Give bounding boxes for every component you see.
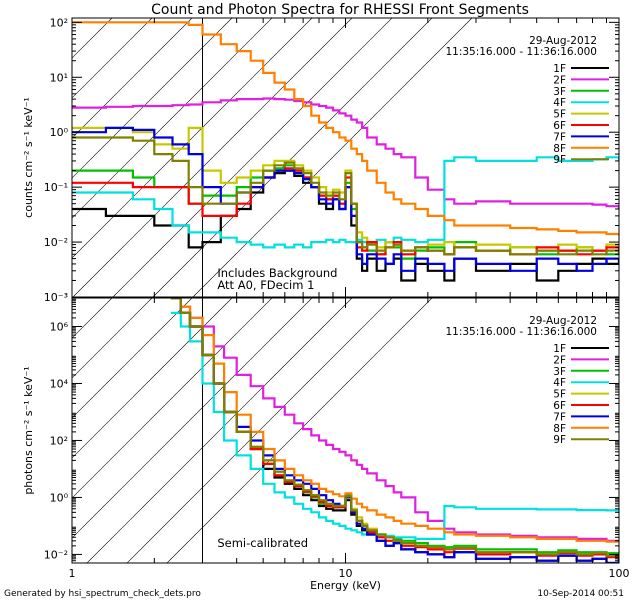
- legend-label-7F: 7F: [553, 411, 566, 423]
- footer-timestamp: 10-Sep-2014 00:51: [537, 589, 624, 599]
- series-line-9F: [170, 298, 619, 557]
- y-tick-label: 10⁻²: [44, 548, 68, 561]
- footer-generated-by: Generated by hsi_spectrum_check_dets.pro: [4, 589, 201, 599]
- hatch-line: [86, 298, 353, 563]
- hatch-region: [72, 18, 473, 297]
- hatch-line: [72, 298, 113, 339]
- series-line-5F: [72, 126, 619, 252]
- hatch-line: [72, 18, 193, 139]
- legend-label-3F: 3F: [553, 366, 566, 378]
- legend-label-5F: 5F: [553, 389, 566, 401]
- hatch-line: [72, 298, 233, 459]
- legend-label-8F: 8F: [553, 423, 566, 435]
- hatch-line: [72, 298, 73, 299]
- series-line-9F: [72, 136, 619, 256]
- y-tick-label: 10⁻¹: [44, 181, 68, 194]
- x-tick-label: 1: [69, 567, 76, 580]
- series-line-8F: [72, 21, 619, 236]
- time-range-label: 11:35:16.000 - 11:36:16.000: [445, 46, 597, 58]
- y-tick-label: 10⁴: [50, 377, 69, 390]
- series-line-2F: [170, 298, 619, 542]
- hatch-line: [72, 298, 193, 419]
- y-tick-label: 10¹: [50, 71, 68, 84]
- y-tick-label: 10⁰: [50, 491, 69, 504]
- legend-label-2F: 2F: [553, 354, 566, 366]
- y-tick-label: 10²: [50, 16, 68, 29]
- date-label: 29-Aug-2012: [529, 315, 597, 327]
- annotation-text: Att A0, FDecim 1: [217, 278, 314, 292]
- legend-label-8F: 8F: [553, 143, 566, 155]
- series-line-2F: [72, 97, 619, 209]
- legend-label-1F: 1F: [553, 343, 566, 355]
- figure-title: Count and Photon Spectra for RHESSI Fron…: [151, 2, 529, 18]
- x-axis-label: Energy (keV): [310, 579, 381, 592]
- y-tick-label: 10⁰: [50, 126, 69, 139]
- series-line-4F: [170, 311, 619, 540]
- y-tick-label: 10⁻³: [44, 291, 68, 304]
- y-tick-label: 10⁻²: [44, 236, 68, 249]
- series-line-4F: [72, 156, 619, 249]
- hatch-line: [192, 18, 473, 297]
- series-line-8F: [170, 298, 619, 543]
- hatch-line: [166, 298, 433, 563]
- legend-label-5F: 5F: [553, 109, 566, 121]
- y-axis-label: photons cm⁻² s⁻¹ keV⁻¹: [22, 366, 35, 494]
- legend-label-4F: 4F: [553, 377, 566, 389]
- hatch-line: [72, 18, 153, 99]
- series-line-7F: [72, 126, 619, 272]
- hatch-line: [72, 298, 273, 499]
- hatch-region: [72, 298, 433, 563]
- legend-label-4F: 4F: [553, 97, 566, 109]
- hatch-line: [72, 18, 113, 59]
- hatch-line: [152, 18, 433, 297]
- y-tick-label: 10⁶: [50, 320, 69, 333]
- counts-panel: 10⁻³ 10⁻² 10⁻¹ 10⁰ 10¹ 10² counts cm⁻² s⁻¹ keV…: [22, 16, 620, 304]
- y-tick-label: 10²: [50, 434, 68, 447]
- legend-label-3F: 3F: [553, 86, 566, 98]
- x-tick-label: 100: [609, 567, 630, 580]
- photons-panel: 10⁻² 10⁰ 10² 10⁴ 10⁶ 1 10 100 Energy (keV) photon…: [22, 297, 630, 592]
- legend-label-7F: 7F: [553, 131, 566, 143]
- y-axis-label: counts cm⁻² s⁻¹ keV⁻¹: [22, 97, 35, 218]
- time-range-label: 11:35:16.000 - 11:36:16.000: [445, 326, 597, 338]
- hatch-line: [72, 18, 233, 179]
- hatch-line: [72, 18, 73, 19]
- hatch-line: [72, 298, 153, 379]
- annotation-text: Includes Background: [217, 266, 337, 280]
- legend-label-9F: 9F: [553, 154, 566, 166]
- hatch-line: [72, 18, 353, 297]
- date-label: 29-Aug-2012: [529, 35, 597, 47]
- hatch-line: [112, 18, 393, 297]
- legend-label-6F: 6F: [553, 120, 566, 132]
- x-tick-label: 10: [339, 567, 353, 580]
- legend-label-1F: 1F: [553, 63, 566, 75]
- annotation-text: Semi-calibrated: [217, 536, 308, 550]
- legend-label-9F: 9F: [553, 434, 566, 446]
- legend-label-2F: 2F: [553, 74, 566, 86]
- hatch-line: [126, 298, 393, 563]
- legend-label-6F: 6F: [553, 400, 566, 412]
- hatch-line: [72, 298, 313, 539]
- hatch-line: [72, 18, 273, 219]
